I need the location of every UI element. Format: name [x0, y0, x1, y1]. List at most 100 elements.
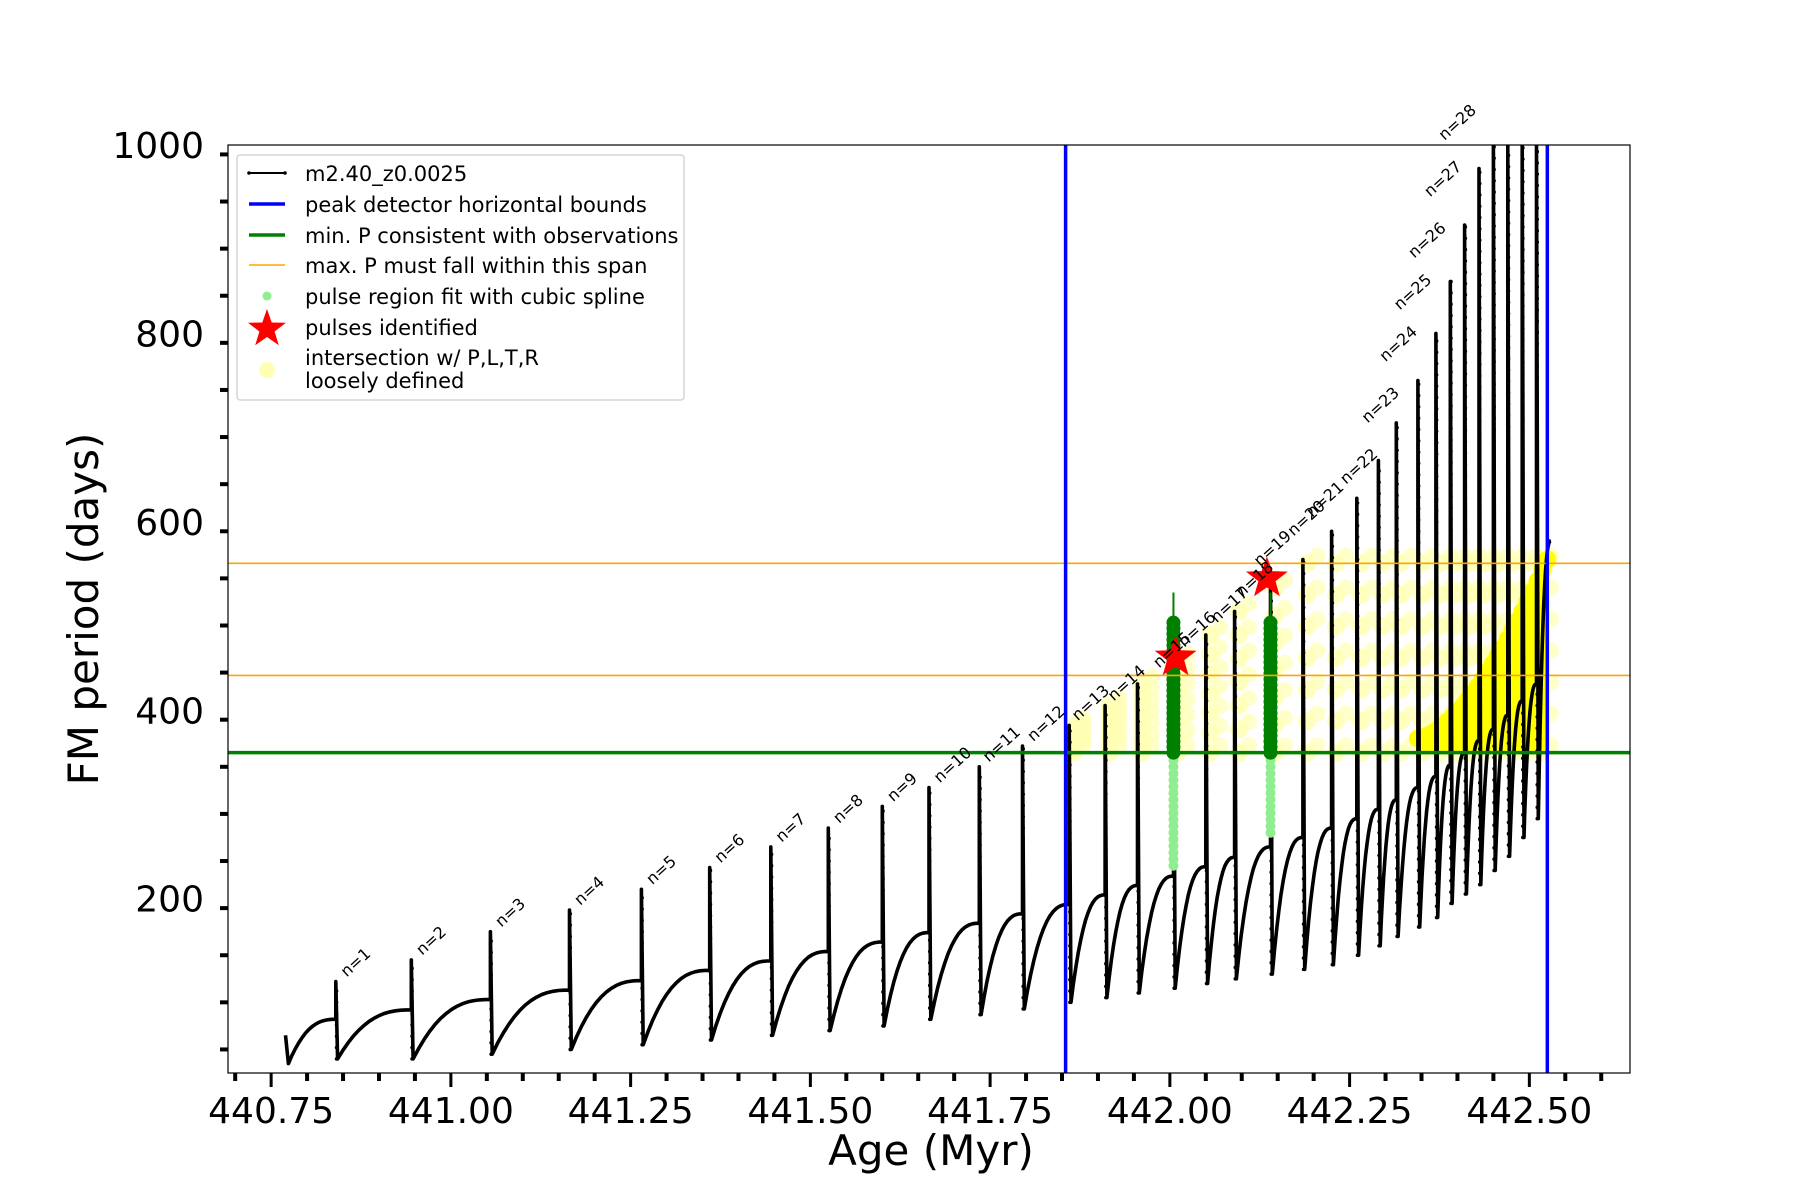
track-marker [1521, 519, 1525, 523]
track-marker [1535, 488, 1540, 493]
track-marker [1136, 945, 1141, 950]
track-marker [1434, 633, 1439, 637]
track-marker [1395, 504, 1399, 509]
track-marker [1477, 215, 1482, 220]
track-marker [1449, 494, 1453, 499]
track-marker [1477, 520, 1482, 525]
track-marker [1463, 632, 1468, 636]
track-marker [1434, 723, 1439, 728]
track-marker [1535, 387, 1540, 391]
y-tick-label: 800 [135, 314, 204, 355]
track-marker [1204, 710, 1209, 714]
track-marker [1395, 832, 1399, 837]
y-tick-label: 200 [135, 880, 204, 921]
track-marker [1021, 973, 1025, 977]
track-marker [1463, 439, 1468, 444]
track-marker [1233, 694, 1238, 698]
track-marker [1021, 803, 1025, 808]
track-marker [1521, 236, 1525, 241]
track-marker [1463, 801, 1468, 806]
track-marker [1395, 595, 1399, 600]
track-marker [1463, 824, 1468, 828]
track-marker [1434, 520, 1439, 524]
track-marker [1521, 711, 1525, 715]
track-marker [1521, 360, 1525, 365]
legend-label: max. P must fall within this span [305, 254, 647, 278]
axes-frame [227, 144, 1631, 1074]
track-marker [1233, 852, 1238, 857]
track-marker [1492, 608, 1496, 613]
track-marker [1355, 919, 1360, 924]
track-marker [1449, 279, 1453, 284]
track-marker [1233, 807, 1238, 812]
track-marker [1204, 789, 1209, 794]
track-marker [1377, 480, 1381, 485]
track-marker [1136, 991, 1141, 995]
track-marker [1463, 564, 1468, 568]
track-marker [1434, 757, 1439, 762]
track-marker [1395, 584, 1399, 588]
track-marker [1449, 709, 1453, 714]
track-marker [1330, 951, 1335, 956]
track-marker [1463, 372, 1468, 376]
track-marker [1233, 830, 1238, 834]
track-marker [1506, 605, 1511, 610]
track-marker [1434, 373, 1439, 377]
track-marker [1463, 270, 1468, 274]
track-marker [1521, 575, 1525, 580]
loose-intersection-marker [1338, 610, 1355, 627]
track-marker [1506, 244, 1511, 248]
track-marker [1521, 541, 1525, 546]
track-marker [1377, 729, 1381, 733]
track-marker [489, 1041, 493, 1045]
track-marker [1506, 413, 1511, 418]
track-marker [1377, 774, 1381, 779]
track-marker [1463, 473, 1468, 478]
axes: 440.75 441.00 441.25 441.50 441.75 442.00 442.… [59, 126, 1631, 1175]
track-marker [1301, 933, 1306, 938]
track-marker [1301, 911, 1306, 915]
loose-intersection-marker [1240, 690, 1257, 707]
track-marker [1535, 183, 1540, 188]
track-marker [1463, 666, 1468, 670]
track-marker [769, 863, 774, 868]
track-marker [1068, 876, 1072, 880]
track-marker [1355, 523, 1360, 528]
track-marker [1521, 779, 1525, 783]
track-marker [1477, 249, 1482, 254]
track-marker [489, 1018, 493, 1023]
track-marker [1355, 772, 1360, 777]
track-marker [927, 881, 932, 886]
track-marker [1416, 699, 1421, 703]
track-marker [1521, 462, 1525, 467]
legend-handle [259, 362, 275, 378]
track-marker [1355, 501, 1360, 505]
track-marker [1521, 372, 1525, 376]
track-marker [1021, 747, 1025, 751]
track-marker [1492, 450, 1496, 454]
track-marker [1434, 565, 1439, 569]
track-marker [1355, 908, 1360, 912]
track-marker [1377, 491, 1381, 496]
track-marker [1233, 841, 1238, 845]
track-marker [978, 956, 982, 960]
spline-fit-markers [1168, 748, 1276, 871]
track-marker [1477, 294, 1482, 299]
track-marker [978, 990, 982, 994]
track-marker [568, 1002, 573, 1007]
track-marker [708, 959, 713, 963]
track-marker [1492, 348, 1496, 353]
track-marker [1434, 463, 1439, 468]
track-marker [1449, 472, 1453, 476]
track-marker [489, 995, 493, 1000]
track-marker [1535, 794, 1540, 798]
track-marker [1416, 721, 1421, 726]
track-marker [1434, 859, 1439, 863]
loose-intersection-marker [1338, 579, 1355, 596]
track-marker [927, 1006, 932, 1010]
track-marker [1477, 441, 1482, 446]
track-marker [1492, 258, 1496, 262]
track-marker [827, 1028, 831, 1033]
track-marker [1355, 829, 1360, 833]
track-marker [1395, 572, 1399, 577]
